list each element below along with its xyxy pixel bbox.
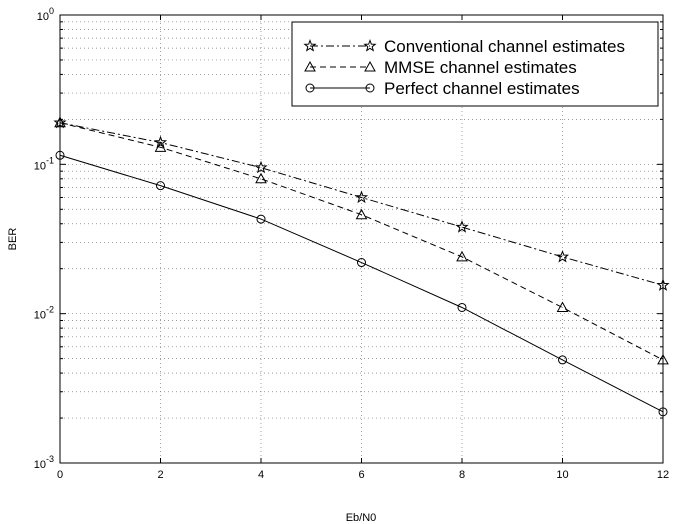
series-line: [59, 122, 664, 361]
legend: Conventional channel estimates MMSE chann…: [291, 21, 659, 107]
legend-marker-circle: [365, 83, 375, 93]
data-point-triangle: [657, 353, 669, 365]
x-tick-label: 0: [57, 469, 63, 481]
data-point-star: [153, 135, 168, 149]
y-tick-label: 100: [37, 6, 54, 23]
grid-lines: [60, 15, 663, 463]
x-tick-label: 2: [157, 469, 163, 481]
data-point-star: [555, 249, 570, 263]
y-axis-label: BER: [7, 228, 19, 251]
series-triangle: [54, 116, 669, 365]
x-tick-label: 6: [358, 469, 364, 481]
legend-label: Perfect channel estimates: [384, 79, 580, 98]
data-point-circle: [558, 355, 567, 365]
series-circle: [55, 150, 668, 417]
series-line: [59, 154, 664, 413]
data-point-circle: [55, 150, 65, 160]
legend-marker-star: [363, 39, 377, 52]
data-point-circle: [357, 258, 366, 268]
legend-label: Conventional channel estimates: [384, 37, 625, 56]
data-point-circle: [457, 302, 467, 312]
data-point-star: [354, 190, 369, 204]
data-point-circle: [156, 181, 165, 191]
axis-ticks: 0 2 4 6 8 10 12 100 10-1 10-2 10-3: [34, 6, 669, 481]
data-point-circle: [256, 214, 266, 224]
data-point-star: [656, 278, 670, 291]
data-point-triangle: [556, 301, 569, 312]
data-point-triangle: [154, 141, 167, 152]
x-tick-label: 8: [459, 469, 465, 481]
legend-marker-star: [303, 39, 317, 52]
y-tick-label: 10-1: [34, 155, 54, 172]
legend-marker-circle: [305, 83, 315, 93]
legend-marker-triangle: [364, 60, 376, 72]
x-axis-label: Eb/N0: [346, 512, 377, 524]
legend-box: [291, 21, 659, 107]
y-tick-label: 10-2: [34, 305, 54, 322]
data-point-triangle: [255, 172, 267, 184]
data-point-star: [455, 220, 469, 233]
data-point-star: [53, 115, 67, 129]
data-point-star: [254, 160, 268, 174]
x-tick-label: 10: [556, 469, 568, 481]
legend-label: MMSE channel estimates: [384, 58, 577, 77]
x-tick-label: 4: [258, 469, 264, 481]
data-point-circle: [658, 407, 668, 417]
data-point-triangle: [456, 250, 468, 262]
data-point-triangle: [54, 116, 66, 128]
x-tick-label: 12: [657, 469, 669, 481]
y-tick-label: 10-3: [34, 454, 54, 471]
data-point-triangle: [355, 208, 368, 220]
series-layer: [53, 115, 670, 417]
legend-marker-triangle: [304, 60, 316, 72]
